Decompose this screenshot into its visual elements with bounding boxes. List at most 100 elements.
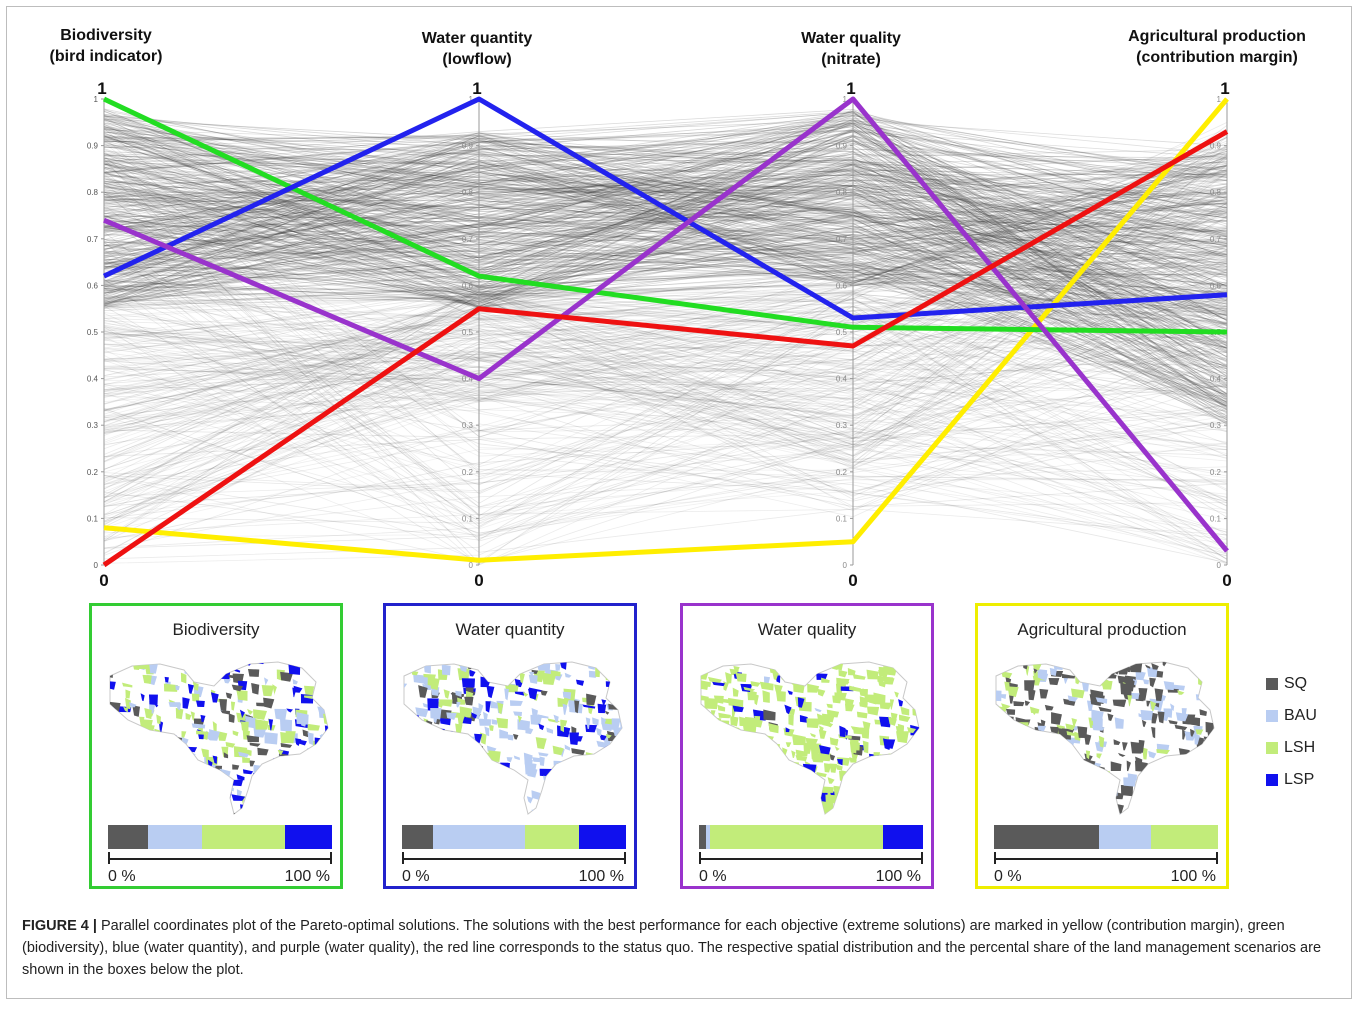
map-parcel — [225, 692, 233, 699]
pareto-solution-line — [103, 172, 1228, 288]
map-parcel — [308, 785, 313, 794]
map-parcel — [213, 777, 222, 782]
axis-tick-label: 0 — [1217, 561, 1222, 570]
pareto-solution-line — [103, 189, 1228, 268]
pareto-solution-line — [103, 282, 1228, 341]
map-parcel — [314, 737, 327, 749]
map-parcel — [762, 690, 770, 703]
map-parcel — [555, 664, 561, 671]
map-parcel — [147, 767, 157, 777]
map-parcel — [297, 766, 304, 776]
map-parcel — [1114, 717, 1124, 729]
pareto-solution-line — [103, 171, 1228, 312]
map-parcel — [812, 753, 826, 763]
pareto-solution-line — [103, 148, 1228, 344]
map-parcel — [1149, 797, 1161, 806]
map-parcel — [780, 673, 794, 681]
map-parcel — [182, 697, 190, 709]
pareto-solution-line — [103, 171, 1228, 391]
scale-tick-left — [699, 852, 701, 864]
map-parcel — [429, 813, 439, 814]
map-parcel — [180, 672, 187, 684]
map-parcel — [1127, 694, 1133, 707]
pareto-solution-line — [103, 123, 1228, 309]
map-parcel — [297, 768, 304, 774]
map-parcel — [255, 719, 269, 730]
share-segment-lsh — [525, 825, 579, 849]
pareto-solution-line — [103, 248, 1228, 261]
map-parcel — [293, 685, 303, 693]
map-parcel — [222, 789, 232, 796]
map-parcel — [617, 663, 622, 670]
map-parcel — [1150, 786, 1164, 797]
map-parcel — [177, 793, 186, 802]
pareto-solution-line — [103, 299, 1228, 529]
map-parcel — [1126, 760, 1132, 772]
map-parcel — [426, 720, 433, 733]
pareto-solution-line — [103, 330, 1228, 525]
map-parcel — [777, 796, 787, 803]
map-parcel — [258, 788, 266, 796]
map-parcel — [426, 756, 432, 768]
map-parcel — [841, 788, 852, 796]
map-parcel — [1141, 793, 1148, 803]
map-parcel — [730, 716, 739, 727]
map-parcel — [173, 802, 183, 812]
map-parcel — [883, 666, 898, 676]
pareto-solution-line — [103, 216, 1228, 503]
pareto-solution-line — [103, 202, 1228, 526]
map-parcel — [423, 801, 435, 808]
map-parcel — [1137, 813, 1143, 814]
panel-title: Water quantity — [455, 620, 565, 639]
map-parcel — [125, 761, 135, 770]
map-parcel — [615, 778, 622, 788]
map-parcel — [153, 796, 166, 802]
map-parcel — [231, 662, 237, 666]
axis-tick-label: 0.4 — [87, 375, 99, 384]
axis-tick-label: 0.8 — [462, 188, 474, 197]
axis-tick-label: 0.1 — [87, 514, 99, 523]
map-parcel — [783, 782, 797, 789]
map-parcel — [847, 798, 862, 806]
axis-tick-label: 0.3 — [836, 421, 848, 430]
map-parcel — [489, 810, 504, 814]
pareto-solution-line — [103, 291, 1228, 466]
pareto-solution-line — [103, 135, 1228, 367]
map-parcel — [852, 673, 866, 680]
map-parcel — [898, 714, 911, 722]
pareto-solution-line — [103, 247, 1228, 384]
map-parcel — [187, 763, 193, 777]
map-parcel — [567, 791, 577, 799]
pareto-solution-line — [103, 139, 1228, 332]
map-parcel — [153, 702, 159, 708]
map-parcel — [1162, 805, 1172, 814]
pareto-solution-line — [103, 392, 1228, 557]
map-parcel — [569, 732, 580, 746]
pareto-solution-line — [103, 143, 1228, 223]
map-parcel — [900, 790, 907, 799]
map-parcel — [1166, 814, 1172, 818]
pareto-solution-line — [103, 137, 1228, 476]
map-parcel — [803, 742, 813, 754]
map-parcel — [430, 708, 442, 720]
map-parcel — [230, 701, 236, 711]
pareto-solution-line — [103, 137, 1228, 269]
map-parcel — [438, 734, 448, 741]
pareto-solution-line — [103, 251, 1228, 422]
map-parcel — [559, 789, 567, 796]
pareto-solution-line — [103, 117, 1228, 291]
pareto-solution-line — [103, 129, 1228, 425]
pareto-solution-line — [103, 448, 1228, 497]
map-parcel — [834, 692, 847, 701]
axis-tick-label: 0.2 — [1210, 468, 1222, 477]
map-parcel — [734, 662, 742, 664]
pareto-solution-line — [103, 139, 1228, 283]
pareto-solution-line — [103, 218, 1228, 400]
pareto-solution-line — [103, 165, 1228, 268]
map-parcel — [996, 714, 1000, 724]
pareto-solution-line — [103, 156, 1228, 284]
map-parcel — [321, 685, 328, 690]
pareto-solution-line — [103, 291, 1228, 498]
map-parcel — [608, 664, 622, 671]
pareto-solution-line — [103, 149, 1228, 306]
